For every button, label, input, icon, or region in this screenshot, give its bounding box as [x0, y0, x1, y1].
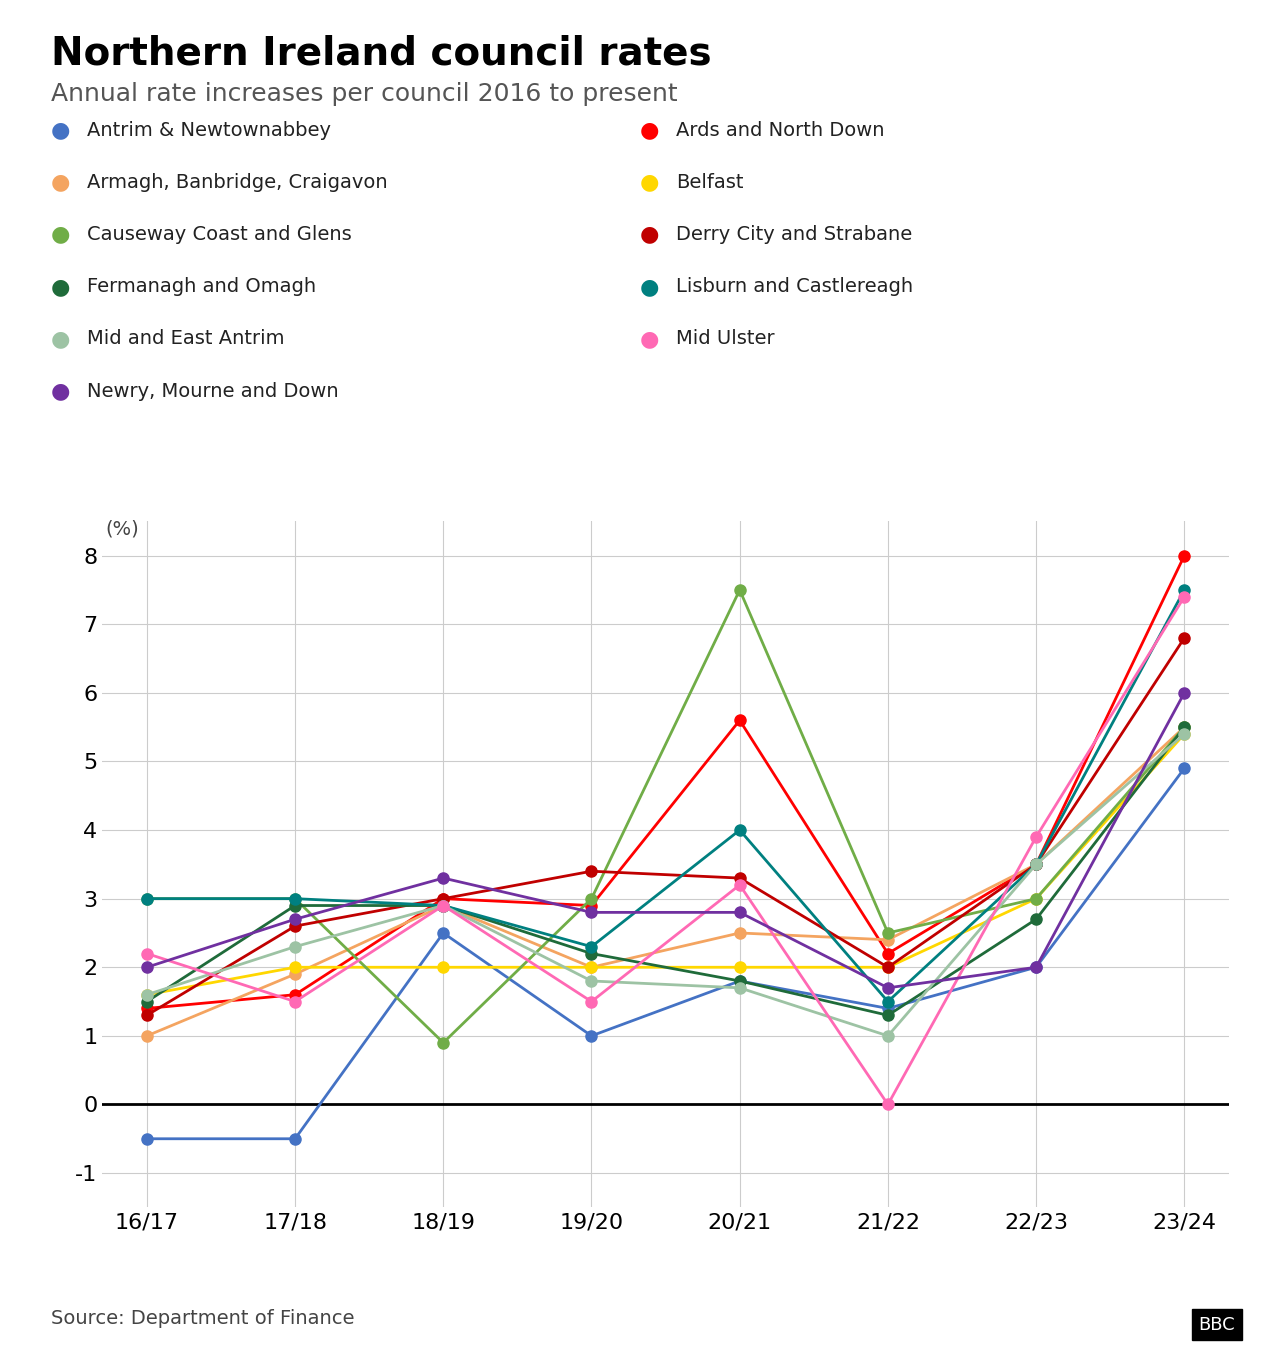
Text: Causeway Coast and Glens: Causeway Coast and Glens	[87, 225, 352, 244]
Text: Antrim & Newtownabbey: Antrim & Newtownabbey	[87, 121, 332, 140]
Text: ●: ●	[51, 329, 70, 348]
Text: Mid Ulster: Mid Ulster	[676, 329, 774, 348]
Text: ●: ●	[640, 173, 659, 192]
Text: Source: Department of Finance: Source: Department of Finance	[51, 1309, 355, 1328]
Text: Fermanagh and Omagh: Fermanagh and Omagh	[87, 277, 316, 296]
Text: (%): (%)	[105, 520, 140, 538]
Text: Ards and North Down: Ards and North Down	[676, 121, 884, 140]
Text: BBC: BBC	[1198, 1316, 1235, 1334]
Text: ●: ●	[640, 121, 659, 140]
Text: ●: ●	[640, 225, 659, 244]
Text: Mid and East Antrim: Mid and East Antrim	[87, 329, 284, 348]
Text: Newry, Mourne and Down: Newry, Mourne and Down	[87, 381, 339, 401]
Text: ●: ●	[51, 121, 70, 140]
Text: ●: ●	[640, 329, 659, 348]
Text: Derry City and Strabane: Derry City and Strabane	[676, 225, 913, 244]
Text: ●: ●	[640, 277, 659, 296]
Text: ●: ●	[51, 277, 70, 296]
Text: Armagh, Banbridge, Craigavon: Armagh, Banbridge, Craigavon	[87, 173, 388, 192]
Text: Lisburn and Castlereagh: Lisburn and Castlereagh	[676, 277, 913, 296]
Text: ●: ●	[51, 381, 70, 401]
Text: Annual rate increases per council 2016 to present: Annual rate increases per council 2016 t…	[51, 82, 678, 106]
Text: ●: ●	[51, 225, 70, 244]
Text: Belfast: Belfast	[676, 173, 744, 192]
Text: ●: ●	[51, 173, 70, 192]
Text: Northern Ireland council rates: Northern Ireland council rates	[51, 34, 712, 73]
